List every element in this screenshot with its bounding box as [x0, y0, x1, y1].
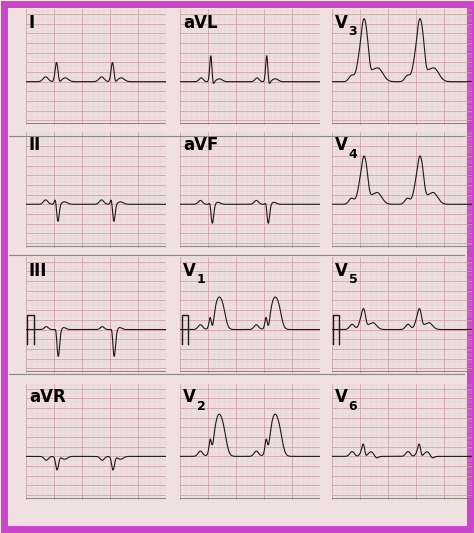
Text: I: I	[29, 14, 35, 31]
Text: 6: 6	[348, 400, 357, 413]
Text: 2: 2	[197, 400, 206, 413]
Text: II: II	[29, 136, 41, 154]
Text: aVR: aVR	[29, 389, 65, 406]
Text: aVF: aVF	[183, 136, 219, 154]
Text: 4: 4	[348, 148, 357, 161]
Text: V: V	[183, 389, 196, 406]
Text: 3: 3	[348, 26, 357, 38]
Text: V: V	[335, 136, 347, 154]
Text: 1: 1	[197, 273, 206, 286]
Text: V: V	[335, 14, 347, 31]
Text: aVL: aVL	[183, 14, 218, 31]
Text: V: V	[335, 262, 347, 279]
Text: 5: 5	[348, 273, 357, 286]
Text: V: V	[183, 262, 196, 279]
Text: III: III	[29, 262, 47, 279]
Text: V: V	[335, 389, 347, 406]
